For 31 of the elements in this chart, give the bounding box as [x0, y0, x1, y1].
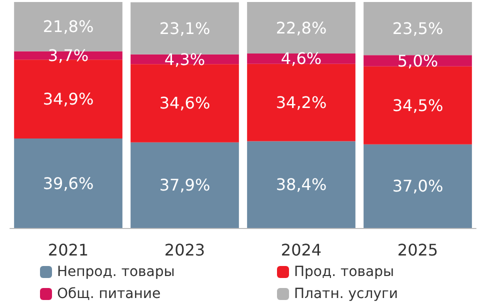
- legend-label: Платн. услуги: [294, 286, 398, 302]
- legend-label: Непрод. товары: [57, 264, 175, 280]
- data-label: 34,9%: [42, 90, 94, 109]
- bar: [14, 138, 122, 228]
- data-label: 34,6%: [159, 94, 210, 113]
- data-label: 4,3%: [164, 50, 206, 69]
- bar: [364, 2, 472, 56]
- data-label: 34,2%: [276, 93, 327, 112]
- data-label: 34,5%: [392, 96, 444, 115]
- data-label: 4,6%: [280, 49, 322, 68]
- x-tick-label: 2025: [397, 240, 438, 260]
- data-label: 23,1%: [159, 18, 210, 38]
- bar: [247, 2, 356, 54]
- x-tick-label: 2023: [164, 240, 206, 260]
- data-label: 3,7%: [48, 46, 89, 65]
- data-label: 21,8%: [42, 17, 94, 36]
- x-tick-label: 2024: [280, 240, 322, 260]
- data-label: 22,8%: [276, 18, 327, 38]
- bar: [130, 2, 239, 54]
- data-label: 37,0%: [392, 176, 444, 196]
- bar: [130, 142, 239, 228]
- x-tick-label: 2021: [48, 240, 89, 260]
- data-label: 23,5%: [392, 19, 444, 38]
- data-label: 39,6%: [42, 174, 94, 193]
- bar: [247, 141, 356, 228]
- data-label: 37,9%: [159, 176, 210, 195]
- legend-label: Прод. товары: [294, 264, 394, 280]
- legend-label: Общ. питание: [57, 286, 161, 302]
- data-label: 38,4%: [276, 175, 327, 194]
- data-label: 5,0%: [397, 51, 438, 70]
- bar: [364, 144, 472, 228]
